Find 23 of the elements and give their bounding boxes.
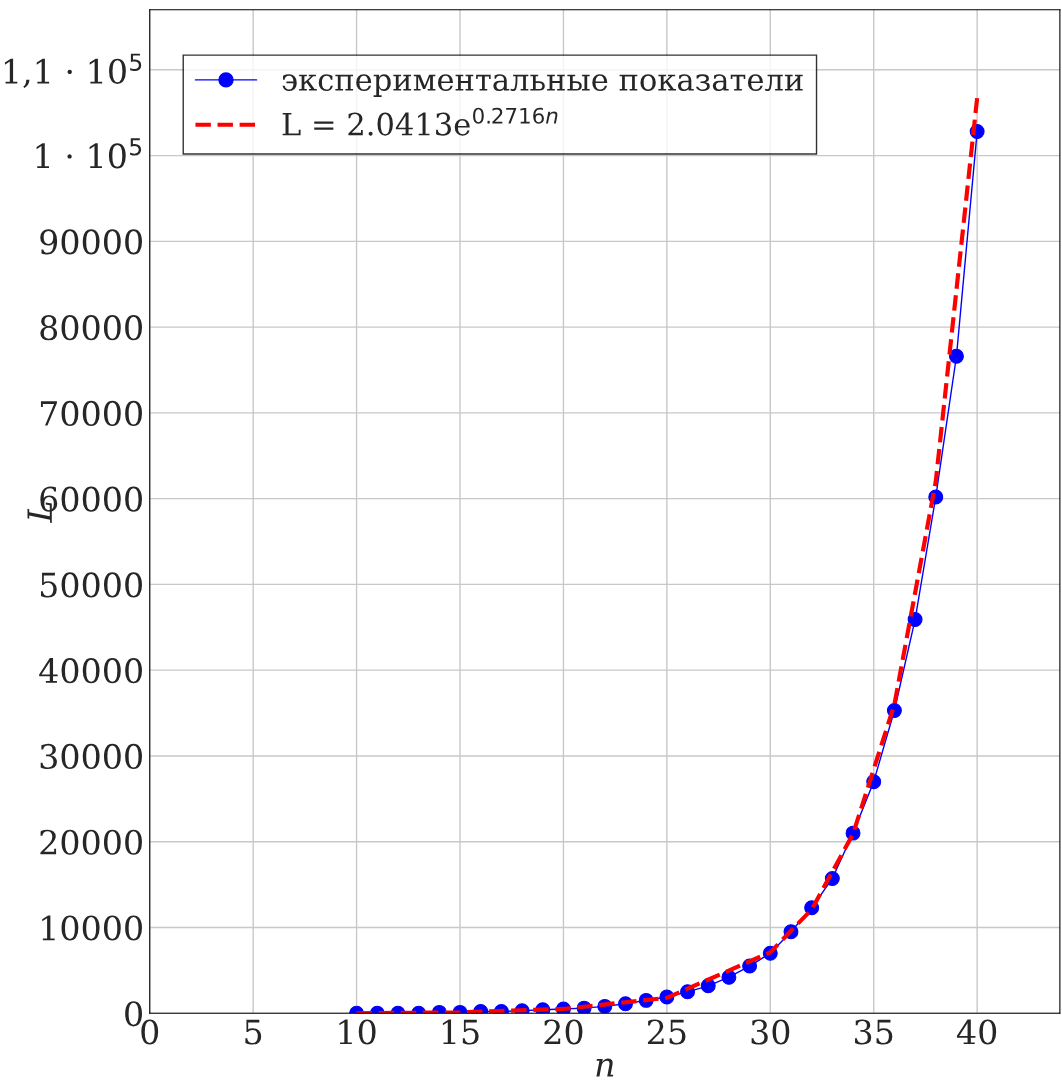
y-tick-label: 70000: [40, 400, 142, 427]
x-tick-label: 35: [855, 1019, 893, 1045]
x-tick-label: 0: [141, 1019, 159, 1045]
y-tick-label: 0: [125, 1001, 142, 1027]
y-tick-label: 1,1 · 10$^{5}$: [4, 53, 142, 88]
x-axis-title: n: [596, 1058, 614, 1077]
x-tick-label: 20: [544, 1019, 583, 1045]
x-tick-label: 15: [442, 1019, 479, 1045]
x-tick-label: 5: [245, 1019, 262, 1045]
legend-label: экспериментальные показатели: [282, 74, 803, 97]
y-tick-label: 40000: [39, 658, 142, 684]
legend-label: L = 2.0413e$^{0.2716n}$: [282, 107, 558, 136]
y-tick-label: 20000: [40, 829, 142, 855]
y-tick-label: 1 · 10$^{5}$: [36, 138, 142, 169]
y-tick-label: 10000: [42, 915, 142, 941]
x-tick-label: 25: [647, 1019, 686, 1045]
y-tick-label: 30000: [40, 743, 142, 770]
y-tick-label: 80000: [40, 315, 142, 341]
y-tick-label: 50000: [40, 572, 142, 598]
x-tick-label: 30: [751, 1019, 790, 1045]
x-tick-label: 40: [956, 1019, 997, 1045]
x-tick-label: 10: [339, 1019, 376, 1045]
y-tick-label: 90000: [40, 229, 142, 255]
